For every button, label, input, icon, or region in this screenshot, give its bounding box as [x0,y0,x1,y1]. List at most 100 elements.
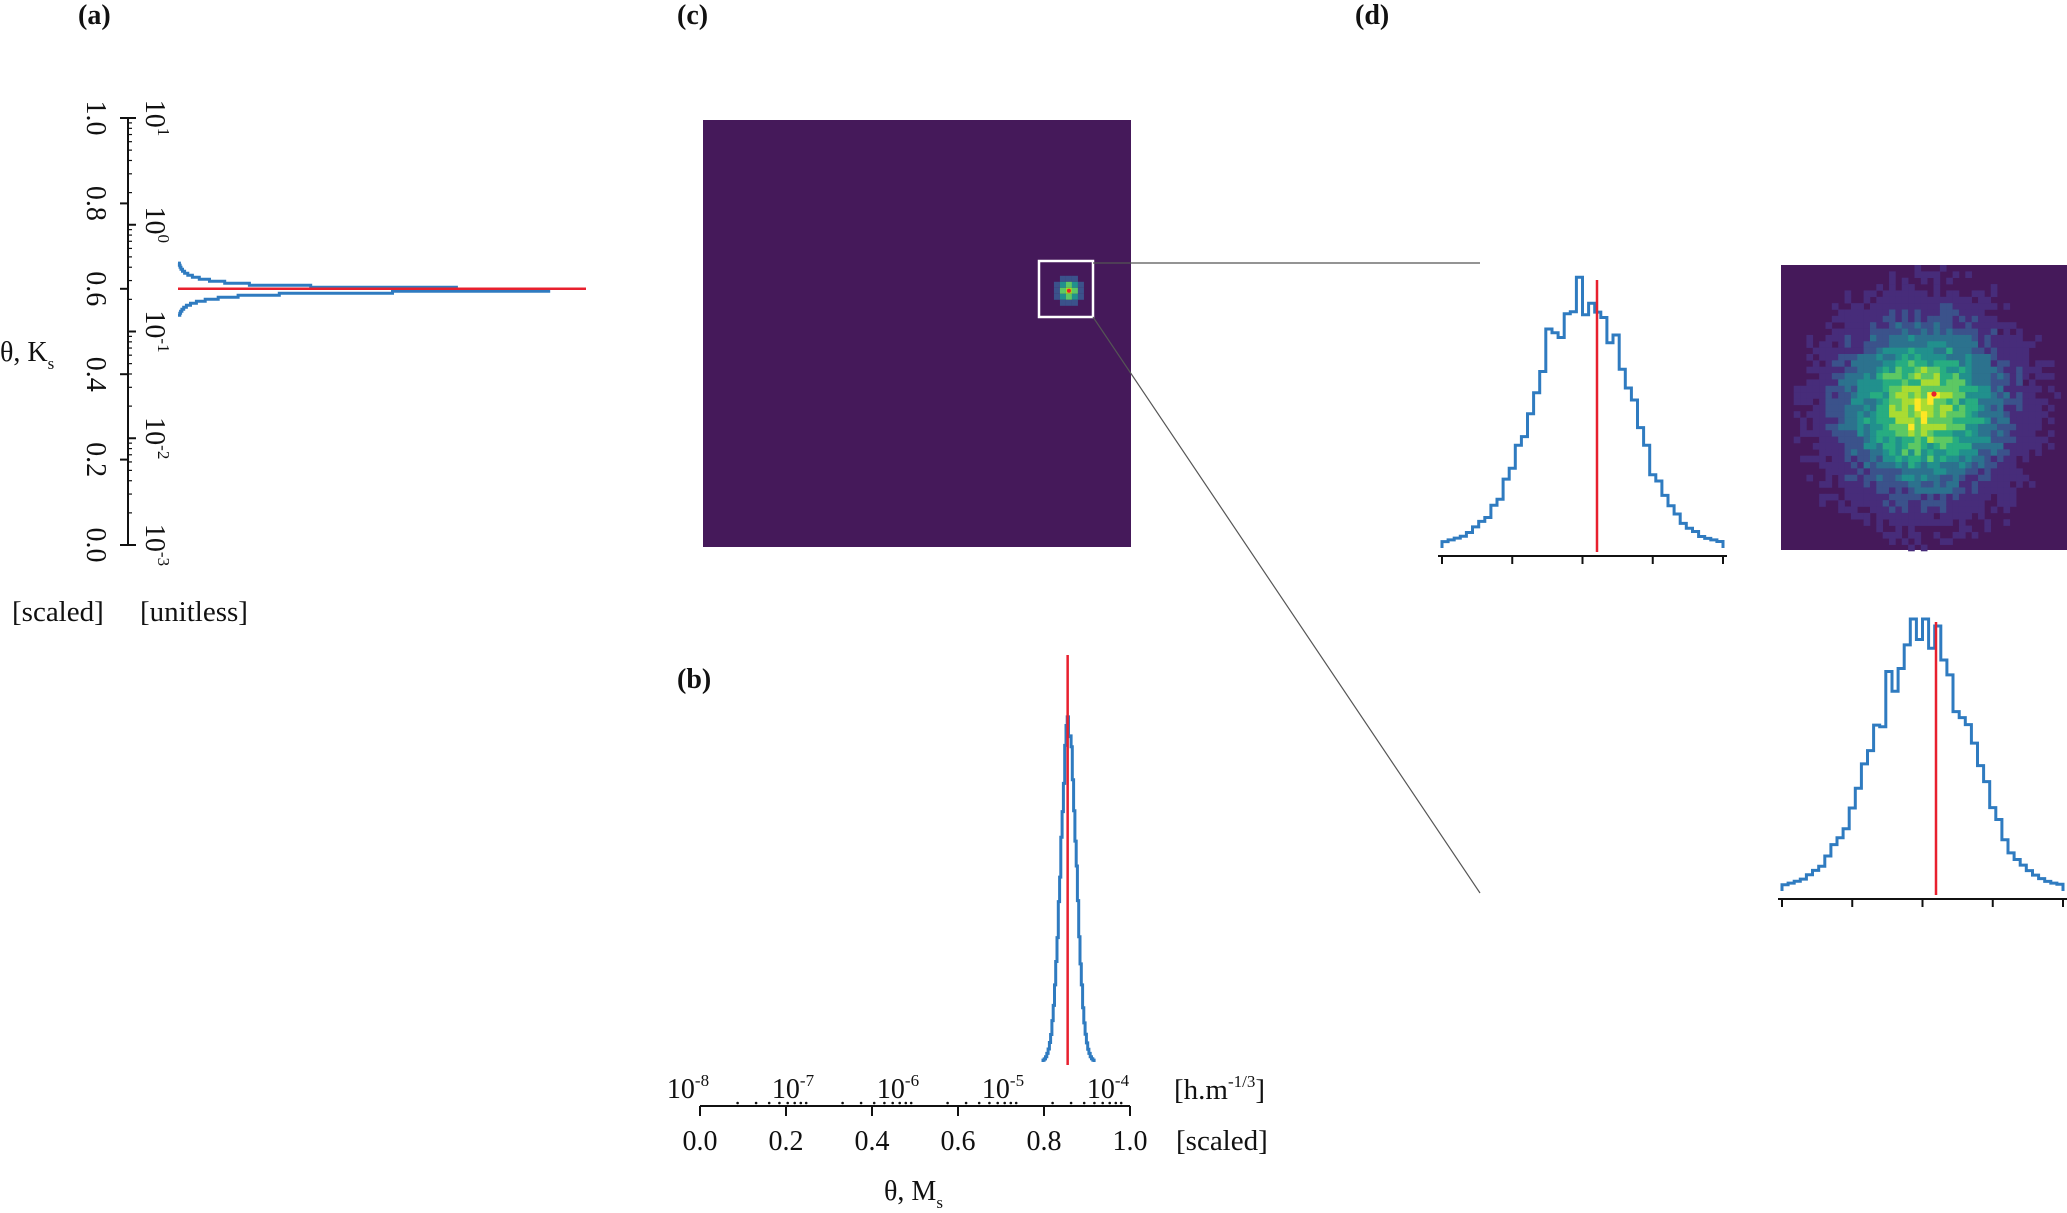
panel-d-heat-cell [1838,404,1845,412]
panel-d-heat-cell [1889,347,1896,355]
panel-d-heat-cell [1971,341,1979,348]
panel-b-log-tick-label: 10-7 [772,1071,815,1105]
panel-d-heat-cell [2009,379,2017,387]
panel-d-heat-cell [1997,353,2004,361]
panel-d-heat-cell [1806,398,1814,406]
panel-d-heat-cell [1952,436,1960,444]
panel-d-heat-cell [1920,328,1928,336]
panel-d-heat-cell [1895,411,1903,418]
panel-b-histogram [1041,655,1096,1065]
panel-c-heat-cell [1071,281,1078,288]
panel-d-heat-cell [1850,322,1858,329]
panel-a-scaled-tick-label: 0.4 [80,357,111,392]
panel-d-heat-cell [1920,379,1928,387]
panel-d-heat-cell [1984,373,1992,380]
panel-d-heat-cell [2009,411,2017,418]
panel-d-heat-cell [1990,468,1998,476]
panel-d-heat-cell [1978,392,1985,399]
panel-d-heat-cell [1863,366,1871,374]
panel-d-heat-cell [1939,373,1947,380]
panel-d-heat-cell [1997,436,2004,444]
panel-d-heat-cell [1869,462,1877,469]
panel-a-log-tick-label: 101 [139,100,173,137]
panel-d-heat-cell [1971,334,1979,342]
panel-d-heat-cell [1857,436,1864,444]
panel-d-heat-cell [1882,309,1890,317]
panel-d-heat-cell [1933,398,1941,406]
panel-d-heat-cell [1939,538,1947,545]
panel-d-heat-cell [1901,449,1909,456]
panel-d-heat-cell [1857,442,1864,450]
panel-d-heat-cell [1901,392,1909,399]
panel-d-heat-cell [1831,347,1839,355]
panel-d-heat-cell [1958,309,1966,317]
panel-d-heat-cell [1876,385,1883,393]
panel-d-heat-cell [1838,468,1845,476]
panel-d-heat-cell [1990,487,1998,495]
panel-d-heat-cell [1895,462,1903,469]
panel-d-heat-cell [1850,506,1858,514]
panel-d-heat-cell [1965,481,1972,488]
panel-a-log-ticks: 10-3 10-2 10-1 100 101 [128,100,173,566]
panel-d-heat-cell [1850,404,1858,412]
panel-d-heat-cell [1990,334,1998,342]
panel-d-heat-cell [1933,366,1941,374]
panel-d-heat-cell [1978,449,1985,456]
panel-d-heat-cell [1920,474,1928,482]
panel-d-heat-cell [1863,411,1871,418]
panel-b-scaled-tick-label: 0.2 [769,1126,804,1157]
panel-d-heat-cell [2028,423,2036,431]
panel-d-heat-cell [2003,500,2011,507]
panel-d-heat-cell [1908,411,1915,418]
panel-d-heat-cell [1831,468,1839,476]
panel-d-heat-cell [1952,449,1960,456]
panel-d-heat-cell [1869,493,1877,501]
panel-d-heat-cell [1914,519,1922,526]
panel-d-heat-cell [2003,462,2011,469]
panel-d-heat-cell [1850,468,1858,476]
panel-d-heat-cell [1838,436,1845,444]
panel-d-heat-cell [2003,411,2011,418]
panel-d-heat-cell [2003,322,2011,329]
panel-d-heat-cell [1895,512,1903,520]
panel-d-heat-cell [1978,506,1985,514]
panel-d-heat-cell [1971,436,1979,444]
panel-d-heat-cell [2047,404,2055,412]
panel-d-heat-cell [1819,404,1826,412]
panel-d-heat-cell [1939,519,1947,526]
panel-d-heat-cell [2035,411,2042,418]
panel-d-heat-cell [1920,334,1928,342]
panel-d-heat-cell [1927,493,1934,501]
panel-d-heat-cell [1997,385,2004,393]
panel-d-heat-cell [1952,341,1960,348]
panel-d-heat-cell [1984,519,1992,526]
panel-d-heat-cell [1901,436,1909,444]
panel-d-heat-cell [1971,531,1979,539]
panel-d-heat-cell [2003,392,2011,399]
panel-d-heat-cell [1958,462,1966,469]
panel-d-heat-cell [1857,481,1864,488]
panel-d-bottom-histogram [1778,617,2067,907]
panel-d-heat-cell [1831,360,1839,367]
panel-d-heat-cell [1869,442,1877,450]
panel-d-heat-cell [2003,481,2011,488]
panel-d-heat-cell [1844,423,1852,431]
panel-d-heat-cell [1901,296,1909,304]
panel-d-heat-cell [1946,366,1953,374]
panel-d-heat-cell [1901,455,1909,463]
panel-d-heat-cell [2016,436,2023,444]
panel-d-heat-cell [1895,347,1903,355]
panel-d-heat-cell [1889,277,1896,285]
panel-d-heat-cell [1933,341,1941,348]
panel-d-heat-cell [1844,296,1852,304]
panel-d-heat-cell [1863,373,1871,380]
panel-d-heat-cell [1978,462,1985,469]
panel-d-heat-cell [1946,538,1953,545]
panel-d-heat-cell [1882,455,1890,463]
panel-d-heat-cell [1927,341,1934,348]
panel-d-heat-cell [2022,430,2030,437]
panel-d-heat-cell [1876,519,1883,526]
panel-d-heat-cell [2016,341,2023,348]
panel-d-heat-cell [1838,334,1845,342]
panel-d-heat-cell [1933,423,1941,431]
